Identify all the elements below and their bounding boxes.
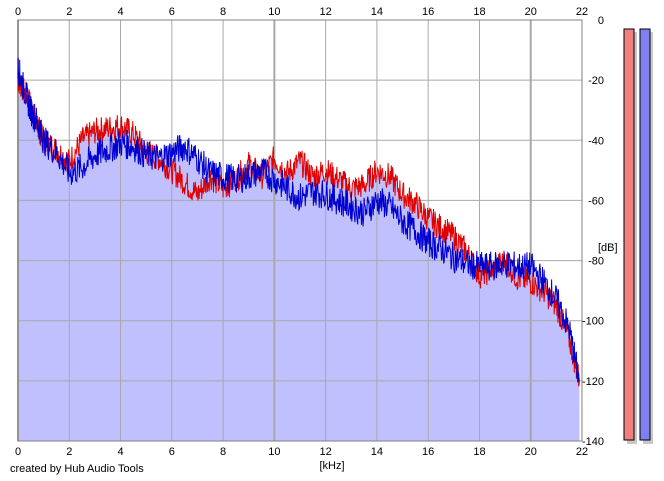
level-meters <box>623 28 653 444</box>
x-tick-label-bottom: 22 <box>576 446 588 458</box>
x-tick-label-bottom: 20 <box>525 446 537 458</box>
x-tick-label-top: 4 <box>117 6 123 18</box>
x-tick-label-bottom: 4 <box>117 446 123 458</box>
x-tick-label-bottom: 12 <box>320 446 332 458</box>
level-meter-1 <box>623 28 635 441</box>
y-tick-label: -120 <box>582 376 604 388</box>
x-tick-label-top: 6 <box>169 6 175 18</box>
x-tick-label-top: 8 <box>220 6 226 18</box>
x-tick-label-bottom: 14 <box>371 446 383 458</box>
x-tick-label-top: 0 <box>15 6 21 18</box>
x-tick-label-top: 16 <box>422 6 434 18</box>
x-axis-label: [kHz] <box>319 460 344 472</box>
level-meter-2 <box>639 28 651 441</box>
x-tick-label-top: 10 <box>268 6 280 18</box>
plot-border <box>17 19 583 442</box>
x-tick-label-bottom: 8 <box>220 446 226 458</box>
y-tick-label: -80 <box>588 256 604 268</box>
x-tick-label-top: 20 <box>525 6 537 18</box>
spectrum-fill <box>18 57 580 442</box>
x-tick-label-top: 12 <box>320 6 332 18</box>
y-tick-label: -20 <box>588 75 604 87</box>
x-tick-label-bottom: 6 <box>169 446 175 458</box>
y-tick-label: -140 <box>582 436 604 448</box>
series-line-2 <box>17 57 580 383</box>
x-tick-label-bottom: 0 <box>15 446 21 458</box>
y-tick-label: -40 <box>588 135 604 147</box>
x-tick-label-bottom: 10 <box>268 446 280 458</box>
x-tick-label-top: 2 <box>66 6 72 18</box>
x-tick-label-top: 18 <box>473 6 485 18</box>
y-tick-label: -60 <box>588 195 604 207</box>
x-tick-label-top: 22 <box>576 6 588 18</box>
y-tick-label: 0 <box>598 15 604 27</box>
x-tick-label-bottom: 18 <box>473 446 485 458</box>
x-tick-label-top: 14 <box>371 6 383 18</box>
plot-area <box>18 20 582 442</box>
credit-text: created by Hub Audio Tools <box>10 463 144 475</box>
series-lines <box>17 57 580 387</box>
y-tick-label: -100 <box>582 316 604 328</box>
series-line-1 <box>17 72 580 387</box>
x-tick-label-bottom: 2 <box>66 446 72 458</box>
y-axis-label: [dB] <box>598 242 618 254</box>
y-tick-labels: 0 -20 -40 -60 -80 -100 -120 -140 <box>582 15 604 448</box>
x-tick-label-bottom: 16 <box>422 446 434 458</box>
